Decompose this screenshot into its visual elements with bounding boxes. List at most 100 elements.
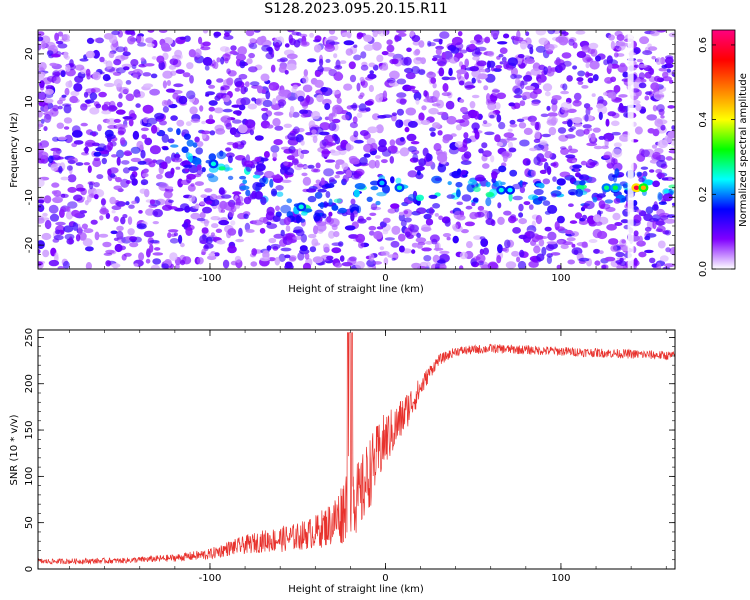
spectrogram-cell	[411, 262, 422, 269]
spectrogram-cell	[113, 185, 122, 191]
spectrogram-cell	[650, 30, 660, 37]
spectrogram-cell	[95, 103, 102, 109]
spectrogram-cell	[590, 48, 598, 57]
spectrogram-cell	[68, 236, 74, 245]
spectrogram-cell	[138, 210, 143, 214]
spectrogram-cell	[121, 160, 130, 165]
spectrogram-cell	[99, 215, 104, 221]
spectrogram-cell	[261, 107, 269, 112]
spectrogram-cell	[278, 65, 287, 73]
spectrogram-cell	[396, 92, 407, 98]
spectrogram-cell	[89, 107, 100, 115]
spectrogram-cell	[438, 38, 443, 45]
spectrogram-cell	[454, 52, 464, 59]
spectrogram-cell	[323, 168, 335, 177]
spectrogram-cell	[525, 31, 530, 36]
spectrogram-cell	[467, 179, 477, 185]
spectrogram-cell	[415, 194, 424, 201]
spectrogram-cell	[471, 50, 482, 58]
spectrogram-cell	[666, 214, 675, 219]
spectrogram-cell	[307, 164, 315, 169]
spectrogram-cell	[669, 147, 675, 153]
spectrogram-cell	[516, 256, 521, 263]
spectrogram-cell	[100, 198, 106, 206]
spectrogram-cell	[63, 126, 70, 130]
spectrogram-cell	[62, 260, 70, 269]
spectrogram-cell	[292, 236, 303, 240]
spectrogram-cell	[386, 39, 393, 45]
spectrogram-cell	[519, 249, 525, 258]
spectrogram-cell	[382, 90, 388, 100]
spectrogram-cell	[164, 156, 172, 164]
spectrogram-cell	[512, 183, 522, 190]
spectrogram-cell	[328, 177, 335, 183]
spectrogram-cell	[190, 118, 201, 123]
spectrogram-cell	[540, 113, 549, 118]
spectrogram-cell	[113, 237, 119, 241]
spectrogram-cell	[127, 216, 133, 225]
spectrogram-cell	[459, 49, 468, 54]
spectrogram-cell	[293, 226, 304, 234]
spectrogram-cell	[249, 81, 260, 86]
spectrogram-cell	[659, 255, 669, 262]
spectrogram-cell	[184, 35, 191, 42]
spectrogram-cell	[562, 121, 569, 125]
spectrogram-cell	[261, 39, 272, 48]
spectrogram-cell	[391, 112, 398, 117]
spectrogram-cell	[255, 163, 266, 172]
spectrogram-cell	[211, 223, 219, 229]
spectrogram-cell	[456, 69, 467, 75]
spectrogram-cell	[640, 166, 649, 170]
spectrogram-cell	[300, 113, 309, 118]
spectrogram-cell	[123, 150, 132, 157]
spectrogram-cell	[154, 112, 165, 120]
spectrogram-cell	[372, 30, 378, 38]
spectrogram-gap	[627, 30, 634, 269]
spectrogram-cell	[266, 221, 272, 226]
spectrogram-cell	[199, 201, 206, 206]
spectrogram-cell	[611, 131, 621, 136]
spectrogram-cell	[261, 44, 271, 52]
spectrogram-cell	[596, 103, 604, 109]
spectrogram-cell	[635, 103, 642, 112]
spectrogram-cell	[571, 159, 577, 163]
spectrogram-cell	[135, 103, 141, 108]
spectrogram-cell	[57, 136, 67, 141]
spectrogram-cell	[595, 55, 601, 62]
spectrogram-cell	[375, 124, 384, 134]
spectrogram-cell	[40, 118, 45, 124]
spectrogram-cell	[433, 143, 442, 152]
spectrogram-cell	[125, 201, 130, 206]
spectrogram-cell	[482, 163, 490, 169]
spectrogram-cell	[611, 157, 616, 167]
spectrogram-cell	[619, 134, 630, 142]
spectrogram-cell	[373, 261, 383, 265]
spectrogram-cell	[150, 264, 160, 269]
spectrogram-cell	[333, 53, 338, 59]
spectrogram-cell	[145, 258, 151, 264]
spectrogram-cell	[354, 139, 364, 144]
spectrogram-cell	[71, 142, 78, 148]
spectrogram-cell	[615, 260, 623, 264]
spectrogram-cell	[423, 255, 432, 262]
spectrogram-cell	[52, 136, 60, 142]
spectrogram-cell	[115, 67, 126, 74]
spectrogram-cell	[486, 60, 491, 69]
spectrogram-cell	[107, 124, 118, 129]
spectrogram-cell	[427, 40, 432, 47]
spectrogram-cell	[123, 252, 132, 257]
snr-series-line	[38, 332, 675, 565]
spectrogram-cell	[497, 41, 508, 45]
spectrogram-cell	[259, 257, 270, 262]
spectrogram-cell	[662, 76, 672, 82]
spectrogram-cell	[284, 70, 289, 75]
spectrogram-cell	[530, 120, 536, 126]
spectrogram-cell	[533, 88, 542, 95]
spectrogram-cell	[109, 196, 117, 205]
spectrogram-cell	[556, 215, 565, 224]
spectrogram-cell	[352, 116, 358, 124]
spectrogram-cell	[252, 174, 261, 179]
spectrogram-cell	[110, 230, 118, 235]
spectrogram-cell	[55, 229, 61, 235]
spectrogram-cell	[379, 65, 389, 71]
